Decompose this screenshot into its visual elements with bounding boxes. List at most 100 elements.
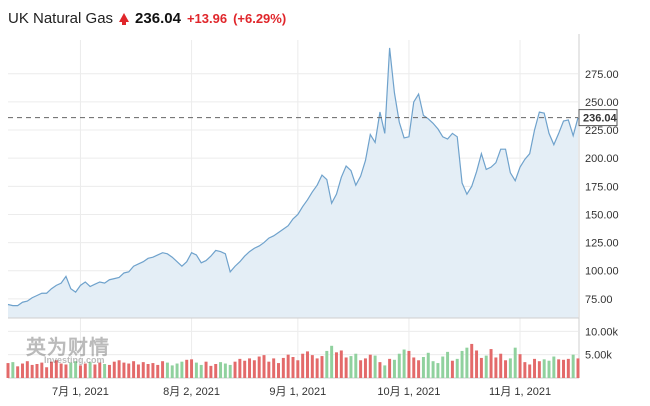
volume-bar (281, 357, 285, 378)
volume-bar (359, 360, 363, 378)
volume-bar (562, 359, 565, 378)
volume-bar (209, 365, 213, 378)
volume-bar (127, 363, 131, 378)
y-tick-label: 75.00 (585, 294, 613, 306)
volume-bar (112, 361, 116, 378)
volume-bar (252, 360, 256, 378)
volume-bar (533, 358, 537, 378)
volume-bar (69, 362, 73, 378)
volume-bar (146, 364, 150, 378)
volume-bar (504, 360, 508, 378)
volume-bar (194, 362, 198, 378)
volume-bar (16, 366, 20, 378)
volume-bar (165, 362, 169, 378)
volume-bar (465, 347, 469, 378)
volume-bar (528, 364, 532, 378)
volume-bar (83, 363, 87, 378)
volume-bar (489, 349, 493, 378)
instrument-title: UK Natural Gas (8, 9, 114, 27)
y-tick-label: 150.00 (585, 209, 619, 221)
volume-bar (388, 358, 392, 378)
volume-bar (35, 364, 39, 378)
volume-bar (344, 357, 348, 378)
volume-bar (49, 361, 53, 378)
volume-bar (64, 364, 68, 378)
volume-bar (204, 361, 208, 378)
watermark-logo: 英为财情 Investing.com (26, 338, 110, 365)
volume-bar (78, 365, 82, 378)
price-change: +13.96 (186, 10, 228, 26)
volume-bar (156, 364, 160, 378)
volume-bar (40, 362, 44, 378)
volume-bar (407, 350, 411, 378)
volume-bar (513, 347, 517, 378)
volume-bar (392, 359, 396, 378)
volume-bar (320, 356, 324, 378)
volume-bar (30, 364, 34, 378)
volume-bar (576, 358, 580, 378)
volume-bar (74, 361, 78, 378)
volume-bar (223, 363, 227, 378)
volume-bar (334, 352, 338, 378)
volume-bar (286, 354, 290, 378)
volume-bar (272, 358, 276, 378)
volume-bar (426, 352, 430, 378)
volume-bar (354, 353, 358, 378)
volume-bar (378, 362, 382, 378)
volume-bar (368, 354, 372, 378)
volume-bar (233, 361, 237, 378)
volume-bar (542, 359, 546, 378)
volume-bar (296, 360, 300, 378)
volume-bar (291, 357, 295, 378)
x-tick-label: 7月 1, 2021 (52, 386, 109, 398)
volume-bar (248, 358, 252, 378)
last-price: 236.04 (135, 9, 181, 27)
volume-bar (397, 353, 401, 378)
volume-bar (88, 362, 92, 378)
volume-bar (243, 360, 247, 378)
volume-bar (122, 362, 126, 378)
volume-bar (315, 358, 319, 378)
volume-bar (59, 363, 63, 378)
volume-bar (257, 356, 261, 378)
volume-bar (484, 355, 488, 378)
volume-bar (330, 345, 334, 378)
last-price-badge-label: 236.04 (583, 113, 618, 125)
volume-bar (339, 350, 343, 378)
last-price-badge (578, 109, 618, 127)
volume-bar (547, 360, 551, 378)
volume-bar (566, 358, 570, 378)
y-tick-label: 200.00 (585, 153, 619, 165)
volume-tick-label: 5.00k (585, 350, 612, 362)
volume-bar (537, 361, 541, 378)
volume-bar (54, 360, 58, 378)
volume-bar (214, 364, 218, 378)
volume-bar (175, 363, 179, 378)
volume-bar (417, 360, 421, 378)
volume-bar (103, 364, 107, 378)
volume-bar (132, 361, 136, 378)
volume-bar (11, 362, 15, 378)
y-tick-label: 225.00 (585, 125, 619, 137)
volume-bar (499, 353, 503, 378)
volume-bar (301, 353, 305, 378)
volume-bar (277, 363, 280, 378)
volume-bar (450, 360, 454, 378)
x-tick-label: 9月 1, 2021 (269, 386, 326, 398)
volume-bar (185, 359, 189, 378)
price-line (7, 47, 579, 307)
volume-bar (552, 356, 556, 378)
volume-bar (170, 365, 174, 378)
volume-bar (98, 362, 102, 378)
price-change-percent: (+6.29%) (233, 10, 287, 26)
watermark-en: Investing.com (44, 355, 105, 365)
price-area (8, 47, 578, 318)
x-tick-label: 8月 2, 2021 (163, 386, 220, 398)
y-tick-label: 125.00 (585, 238, 619, 250)
volume-bar (523, 362, 527, 378)
volume-bar (470, 343, 474, 378)
volume-bar (421, 357, 425, 378)
volume-bar (6, 363, 10, 378)
volume-tick-label: 10.00k (585, 326, 619, 338)
